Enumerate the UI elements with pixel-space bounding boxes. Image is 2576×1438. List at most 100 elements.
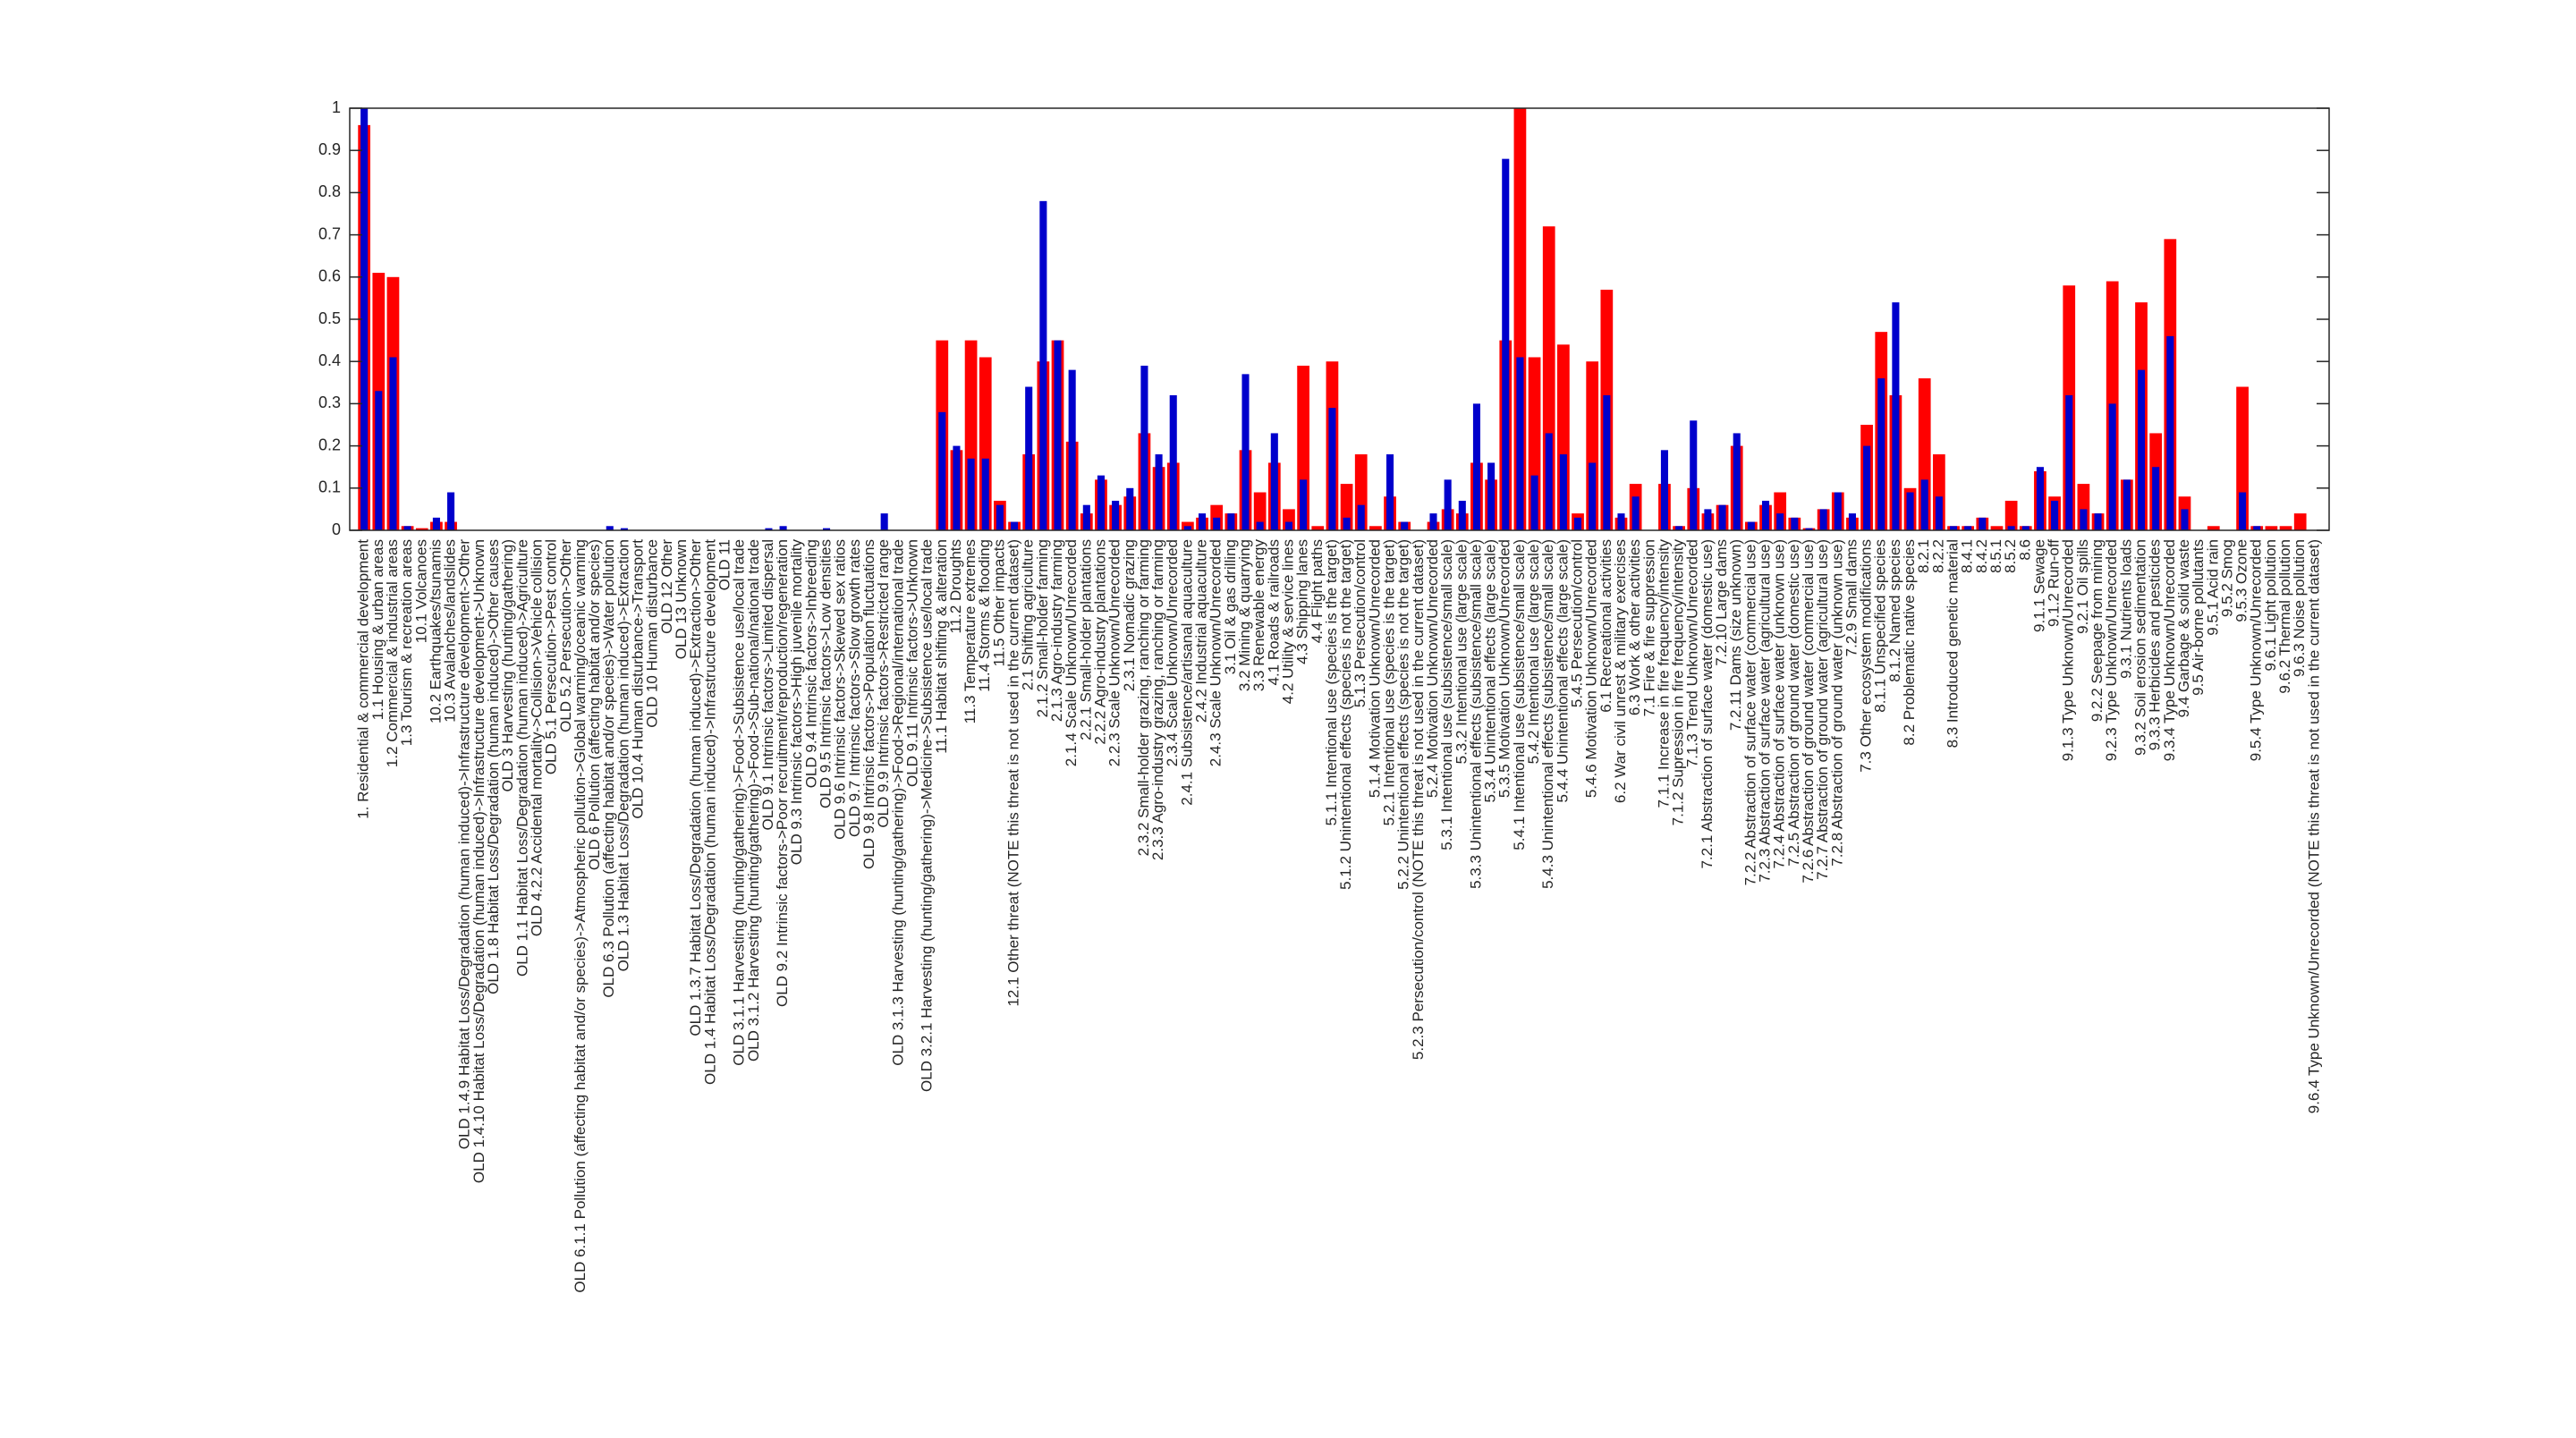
bar xyxy=(1819,509,1827,530)
y-tick-label: 0 xyxy=(332,520,341,538)
x-tick-label: 5.4.4 Unintentional effects (large scale… xyxy=(1554,539,1571,803)
bar xyxy=(2065,394,2073,530)
x-tick-label: OLD 5.2 Persecution->Other xyxy=(557,539,574,732)
bar xyxy=(2007,526,2015,530)
x-tick-label: 9.2.3 Type Unknown/Unrecorded xyxy=(2103,539,2120,761)
x-tick-label: OLD 5.1 Persecution->Pest control xyxy=(543,539,560,774)
bar xyxy=(620,528,628,530)
x-tick-label: 9.3.2 Soil erosion sedimentation xyxy=(2131,539,2148,756)
bar xyxy=(1253,492,1267,530)
y-tick-label: 1 xyxy=(332,98,341,116)
x-tick-label: 4.3 Shipping lanes xyxy=(1294,539,1311,664)
x-tick-label: OLD 4.2.2 Accidental mortality->Collisio… xyxy=(528,539,545,936)
bar xyxy=(2152,467,2160,530)
bar xyxy=(1025,386,1033,530)
x-tick-label: 7.2.10 Large dams xyxy=(1713,539,1730,666)
x-tick-label: 5.2.2 Unintentional effects (species is … xyxy=(1395,539,1412,890)
bar xyxy=(823,528,831,530)
bar xyxy=(1733,433,1741,530)
x-tick-label: OLD 12 Other xyxy=(658,539,675,634)
y-tick-label: 0.8 xyxy=(318,182,341,200)
x-tick-label: 2.1.3 Agro-industry farming xyxy=(1048,539,1065,722)
y-tick-label: 0.5 xyxy=(318,309,341,327)
x-tick-label: 1. Residential & commercial development xyxy=(355,539,372,819)
bar xyxy=(1039,200,1047,530)
x-tick-label: 7.3 Other ecosystem modifications xyxy=(1858,539,1875,773)
bar xyxy=(1747,521,1755,530)
bar xyxy=(1311,526,1325,530)
plot-area xyxy=(350,108,2329,530)
bar xyxy=(1054,340,1062,530)
x-tick-label: OLD 9.3 Intrinsic factors->High juvenile… xyxy=(788,539,805,866)
x-tick-label: 2.2.3 Scale Unknown/Unrecorded xyxy=(1106,539,1123,766)
bar xyxy=(953,445,961,530)
bar xyxy=(1472,403,1480,530)
x-tick-label: 9.5.4 Type Unknown/Unrecorded xyxy=(2248,539,2265,761)
x-tick-label: OLD 9.7 Intrinsic factors->Slow growth r… xyxy=(846,539,863,837)
x-tick-label: 9.3.4 Type Unknown/Unrecorded xyxy=(2161,539,2178,761)
y-tick-label: 0.6 xyxy=(318,267,341,285)
x-tick-label: 1.2 Commercial & industrial areas xyxy=(384,539,401,767)
bar xyxy=(2051,500,2059,530)
x-tick-label: 7.2.5 Abstraction of ground water (domes… xyxy=(1785,539,1802,867)
x-tick-label: 10.1 Volcanoes xyxy=(412,539,429,643)
x-tick-label: 8.2.2 xyxy=(1929,539,1946,573)
bar xyxy=(1935,496,1943,530)
bar xyxy=(1429,513,1437,530)
bar xyxy=(1718,504,1726,530)
bar xyxy=(1690,420,1698,530)
bar xyxy=(1300,479,1308,530)
bar xyxy=(967,458,975,530)
bar xyxy=(1990,526,2004,530)
bar xyxy=(2239,492,2247,530)
x-tick-label: 4.2 Utility & service lines xyxy=(1279,539,1296,704)
x-tick-label: 9.2.1 Oil spills xyxy=(2074,539,2091,634)
bar xyxy=(1068,369,1076,530)
x-tick-label: OLD 1.1 Habitat Loss/Degradation (human … xyxy=(513,539,530,977)
x-tick-label: 8.2 Problematic native species xyxy=(1901,539,1918,746)
bar xyxy=(1848,513,1856,530)
x-tick-label: OLD 11 xyxy=(716,539,733,590)
x-tick-label: 2.3.2 Small-holder grazing, ranching or … xyxy=(1135,539,1152,856)
x-tick-label: 8.6 xyxy=(2016,539,2033,561)
bar xyxy=(1385,454,1394,530)
bar xyxy=(2253,526,2261,530)
bar xyxy=(1140,365,1148,530)
x-tick-label: 1.3 Tourism & recreation areas xyxy=(398,539,415,746)
x-tick-label: OLD 3.2.1 Harvesting (hunting/gathering)… xyxy=(919,539,936,1092)
bar xyxy=(2080,509,2088,530)
bar xyxy=(2036,467,2044,530)
x-tick-label: 9.1.3 Type Unknown/Unrecorded xyxy=(2060,539,2077,761)
bar xyxy=(1270,433,1278,530)
x-tick-label: OLD 6.1.1 Pollution (affecting habitat a… xyxy=(572,539,589,1293)
y-tick-label: 0.1 xyxy=(318,478,341,496)
x-tick-label: 7.1.1 Increase in fire frequency/intensi… xyxy=(1655,539,1672,808)
x-tick-label: 5.3.1 Intentional use (subsistence/small… xyxy=(1438,539,1455,850)
x-tick-label: 5.1.3 Persecution/control xyxy=(1352,539,1368,707)
x-tick-label: 8.1.2 Named species xyxy=(1886,539,1903,682)
x-tick-label: 5.1.4 Motivation Unknown/Unrecorded xyxy=(1366,539,1383,798)
bar xyxy=(2207,526,2220,530)
bar xyxy=(1704,509,1712,530)
x-tick-label: OLD 1.3.7 Habitat Loss/Degradation (huma… xyxy=(687,539,704,1036)
x-tick-label: 9.1.2 Run-off xyxy=(2046,539,2063,627)
bar xyxy=(765,528,773,530)
bar xyxy=(1675,526,1683,530)
x-tick-label: 2.1.4 Scale Unknown/Unrecorded xyxy=(1063,539,1080,766)
x-tick-label: 8.5.2 xyxy=(2002,539,2019,573)
bar xyxy=(432,517,440,530)
bar xyxy=(2137,369,2146,530)
x-tick-label: 7.2.4 Abstraction of surface water (unkn… xyxy=(1771,539,1788,869)
bar xyxy=(1097,475,1106,530)
x-tick-label: 5.3.4 Unintentional effects (large scale… xyxy=(1482,539,1499,803)
x-tick-label: 9.5.1 Acid rain xyxy=(2204,539,2221,636)
bar xyxy=(1559,454,1567,530)
x-tick-label: OLD 9.9 Intrinsic factors->Restricted ra… xyxy=(875,539,892,828)
bar xyxy=(1444,479,1452,530)
x-tick-label: 9.1.1 Sewage xyxy=(2030,539,2047,632)
bar xyxy=(2293,513,2307,530)
bar xyxy=(2181,509,2189,530)
bar xyxy=(1256,521,1264,530)
bar xyxy=(1284,521,1293,530)
